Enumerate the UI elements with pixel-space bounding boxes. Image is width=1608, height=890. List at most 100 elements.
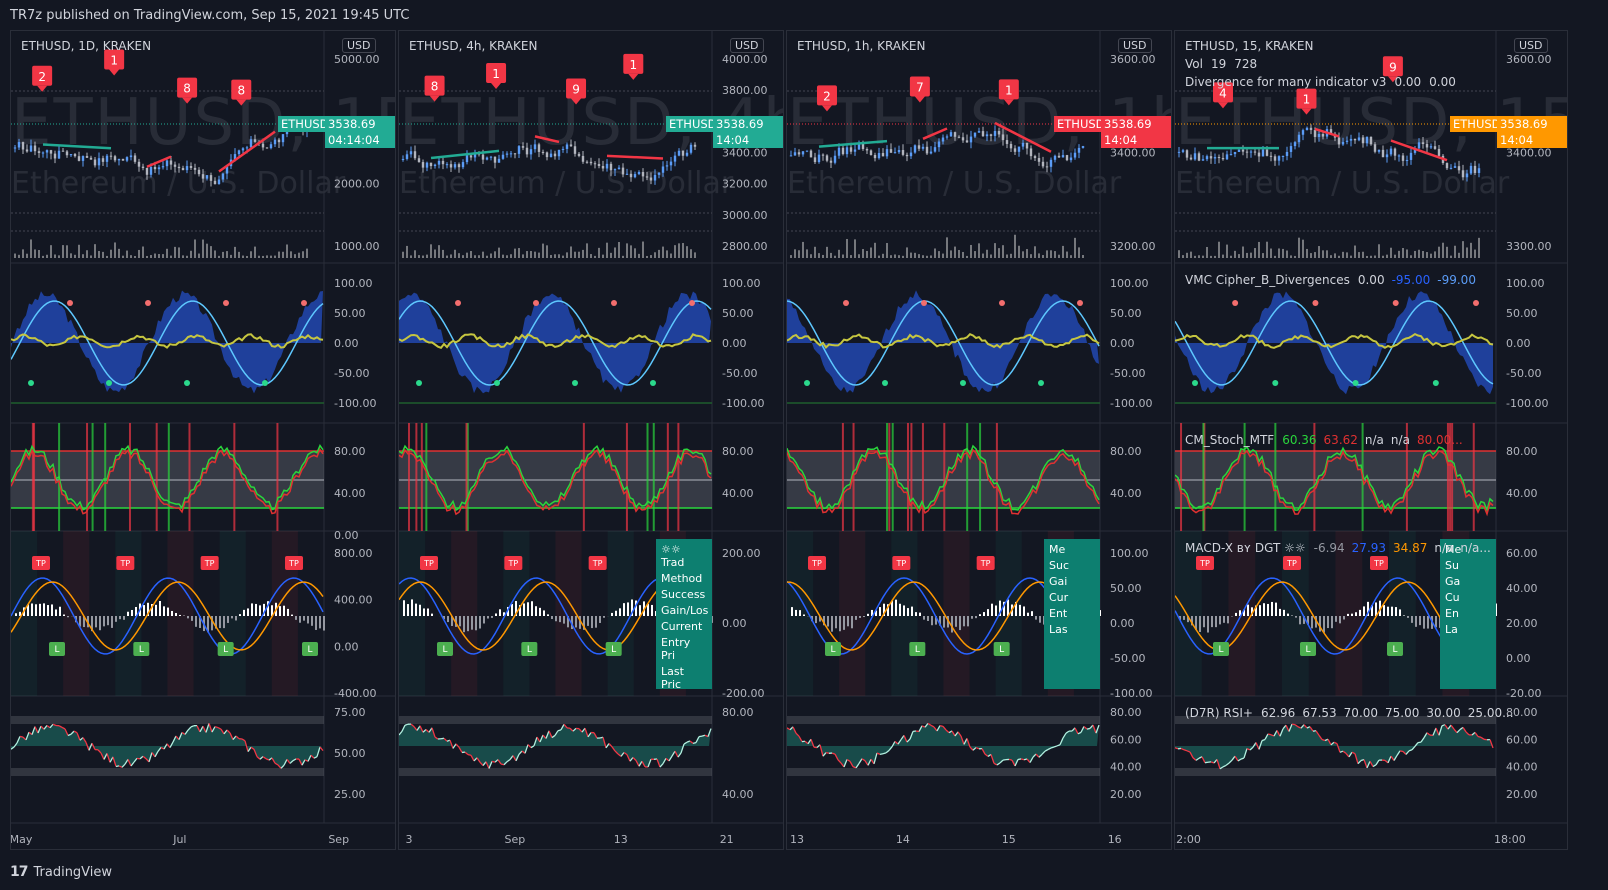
- macd-histogram-bar: [1295, 616, 1297, 618]
- macd-histogram-bar: [27, 604, 29, 616]
- candle-body: [121, 158, 125, 161]
- macd-histogram-bar: [1339, 616, 1341, 624]
- volume-bar: [894, 254, 896, 258]
- rsi-line-segment: [262, 756, 267, 760]
- candle-body: [421, 162, 425, 168]
- candle-body: [901, 150, 905, 155]
- candle-body: [681, 150, 685, 156]
- rsi-line-segment: [1357, 760, 1362, 765]
- macd-histogram-bar: [1187, 616, 1189, 623]
- currency-button[interactable]: USD: [1514, 38, 1548, 53]
- symbol-title[interactable]: ETHUSD, 4h, KRAKEN: [409, 39, 538, 53]
- candle-body: [245, 147, 249, 149]
- rsi-line-segment: [181, 731, 186, 735]
- last-price-label: 3538.69: [1497, 116, 1567, 132]
- rsi-line-segment: [1032, 753, 1037, 758]
- volume-bar: [990, 254, 992, 258]
- long-marker: L: [605, 642, 622, 656]
- symbol-title[interactable]: ETHUSD, 1D, KRAKEN: [21, 39, 152, 53]
- candle-body: [281, 134, 285, 143]
- macd-histogram-bar: [211, 616, 213, 631]
- chart-pane-1d[interactable]: ETHUSD, 1D Ethereum / U.S. Dollar 2 1 8 8 5000…: [10, 30, 396, 850]
- macd-histogram-bar: [1359, 609, 1361, 616]
- macd-histogram-bar: [939, 616, 941, 626]
- rsi-line-segment: [1264, 733, 1269, 740]
- volume-bar: [926, 255, 928, 258]
- candle-body: [529, 149, 533, 155]
- rsi-line-segment: [861, 758, 866, 762]
- candle-body: [85, 156, 89, 158]
- money-flow-line: [399, 333, 712, 349]
- macd-histogram-bar: [1031, 611, 1033, 616]
- macd-histogram-bar: [1371, 605, 1373, 616]
- candle-body: [521, 146, 525, 148]
- macd-histogram-bar: [55, 609, 57, 616]
- volume-bar: [794, 249, 796, 258]
- volume-bar: [970, 244, 972, 258]
- currency-button[interactable]: USD: [342, 38, 376, 53]
- candle-body: [221, 173, 225, 180]
- chart-pane-15m[interactable]: ETHUSD, 15 Ethereum / U.S. Dollar 4 1 9 3600.…: [1174, 30, 1568, 850]
- candle-body: [897, 150, 901, 153]
- rsi-line-segment: [1192, 757, 1197, 761]
- volume-bar: [506, 255, 508, 258]
- rsi-line-segment: [671, 750, 676, 757]
- candle-body: [1053, 155, 1057, 160]
- macd-histogram-bar: [263, 603, 265, 616]
- indicator-legend[interactable]: MACD-X ʙʏ DGT ☼☼ -6.94 27.93 34.87 n/a n/a...: [1185, 541, 1498, 555]
- candle-body: [225, 166, 229, 174]
- candle-body: [1041, 161, 1045, 167]
- rsi-line-segment: [581, 727, 586, 733]
- rsi-line-segment: [527, 744, 532, 749]
- chart-canvas[interactable]: 81914000.003800.003600.003400.003200.003…: [399, 31, 784, 850]
- macd-histogram-bar: [931, 616, 933, 626]
- candle-body: [213, 180, 217, 185]
- volume-bar: [902, 255, 904, 258]
- rsi-line-segment: [990, 754, 995, 764]
- macd-histogram-bar: [423, 608, 425, 616]
- volume-bar: [306, 248, 308, 258]
- rsi-line-segment: [1258, 740, 1263, 750]
- candle-body: [73, 154, 77, 157]
- volume-bar: [1258, 241, 1260, 258]
- rsi-line-segment: [106, 753, 111, 763]
- price-tag-symbol: ETHUSD: [1450, 116, 1504, 132]
- macd-histogram-bar: [63, 614, 65, 616]
- volume-bar: [170, 255, 172, 258]
- signal-label: 1: [623, 53, 644, 80]
- chart-canvas[interactable]: 27 13600.003400.003200.00100.0050.000.00-…: [787, 31, 1172, 850]
- price-tick-label: 3600.00: [1506, 53, 1552, 66]
- symbol-title[interactable]: ETHUSD, 1h, KRAKEN: [797, 39, 926, 53]
- candle-body: [813, 157, 817, 163]
- macd-histogram-bar: [907, 608, 909, 616]
- macd-histogram-bar: [1027, 612, 1029, 616]
- chart-pane-1h[interactable]: ETHUSD, 1h Ethereum / U.S. Dollar 2 7 1 3600.…: [786, 30, 1172, 850]
- rsi-upper-band: [787, 716, 1100, 724]
- vmc-dot: [28, 380, 34, 386]
- vmc-dot: [223, 300, 229, 306]
- rsi-line-segment: [166, 743, 171, 749]
- svg-text:2: 2: [38, 70, 46, 84]
- rsi-line-segment: [1363, 759, 1368, 769]
- chart-canvas[interactable]: 21885000.004000.002000.001000.00100.0050…: [11, 31, 396, 850]
- indicator-legend[interactable]: VMC Cipher_B_Divergences 0.00 -95.00 -99.00: [1185, 273, 1483, 287]
- volume-bar: [1034, 246, 1036, 258]
- vmc-dot: [1352, 380, 1359, 386]
- rsi-line-segment: [1333, 741, 1338, 745]
- indicator-value: 63.62: [1323, 433, 1358, 447]
- candle-body: [1233, 152, 1237, 155]
- currency-button[interactable]: USD: [1118, 38, 1152, 53]
- rsi-line-segment: [52, 723, 57, 727]
- currency-button[interactable]: USD: [730, 38, 764, 53]
- symbol-title[interactable]: ETHUSD, 15, KRAKEN: [1185, 39, 1314, 53]
- rsi-line-segment: [545, 730, 550, 739]
- indicator-legend[interactable]: CM_Stoch_MTF 60.36 63.62 n/a n/a 80.00...: [1185, 433, 1470, 447]
- candle-body: [841, 147, 845, 155]
- rsi-line-segment: [1375, 759, 1380, 766]
- indicator-title: MACD-X ʙʏ DGT ☼☼: [1185, 541, 1306, 555]
- chart-pane-4h[interactable]: ETHUSD, 4h Ethereum / U.S. Dollar 8 1 9 1 4000…: [398, 30, 784, 850]
- rsi-line-segment: [259, 756, 264, 760]
- svg-text:4: 4: [1219, 86, 1227, 100]
- indicator-legend[interactable]: (D7R) RSI+ 62.96 67.53 70.00 75.00 30.00 25.00…: [1185, 706, 1521, 720]
- vmc-wave-line: [787, 300, 1100, 386]
